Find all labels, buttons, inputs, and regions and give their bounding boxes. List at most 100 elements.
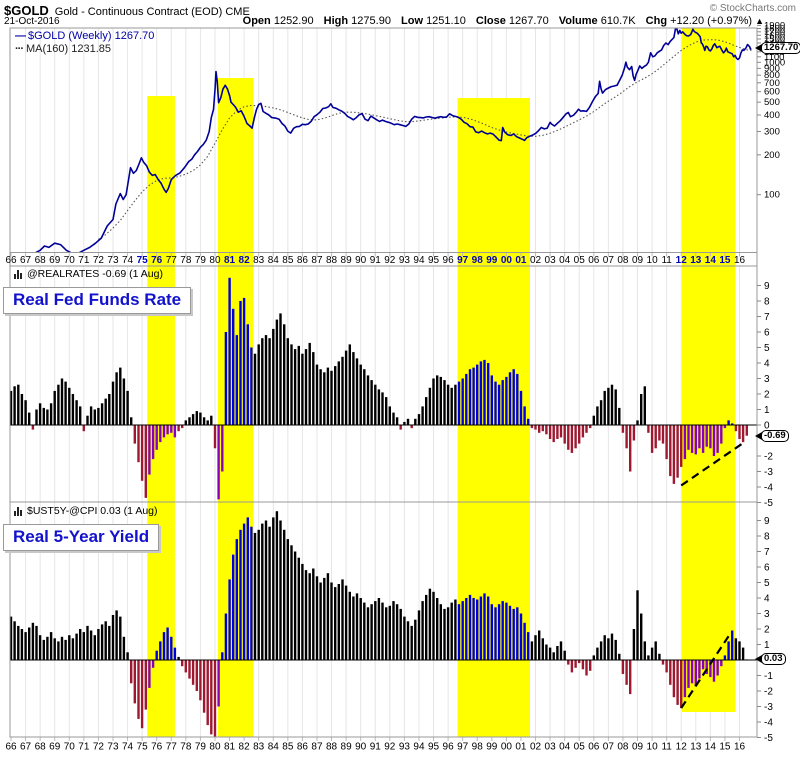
- svg-text:68: 68: [35, 255, 47, 266]
- left-arrow-icon: [755, 432, 762, 440]
- svg-text:800: 800: [764, 70, 780, 81]
- svg-text:89: 89: [341, 255, 353, 266]
- svg-text:1: 1: [764, 405, 770, 416]
- low-label: Low: [401, 15, 423, 27]
- svg-text:12: 12: [676, 255, 688, 266]
- realrates-ticker: @REALRATES -0.69 (1 Aug): [27, 268, 163, 280]
- open-label: Open: [242, 15, 271, 27]
- svg-text:75: 75: [137, 742, 149, 753]
- gold-legend-price-row: — $GOLD (Weekly) 1267.70: [15, 30, 154, 43]
- svg-text:91: 91: [370, 255, 382, 266]
- svg-text:2: 2: [764, 390, 770, 401]
- chart-header: $GOLD Gold - Continuous Contract (EOD) CM…: [4, 2, 250, 20]
- svg-text:70: 70: [64, 255, 76, 266]
- svg-text:13: 13: [690, 255, 702, 266]
- svg-text:85: 85: [282, 255, 294, 266]
- svg-text:76: 76: [151, 255, 163, 266]
- svg-text:67: 67: [20, 742, 32, 753]
- svg-text:81: 81: [224, 255, 236, 266]
- svg-text:87: 87: [311, 255, 323, 266]
- svg-text:06: 06: [588, 255, 600, 266]
- svg-text:70: 70: [64, 742, 76, 753]
- svg-text:82: 82: [239, 742, 251, 753]
- svg-text:94: 94: [413, 742, 425, 753]
- svg-text:66: 66: [5, 255, 17, 266]
- svg-text:4: 4: [764, 359, 770, 370]
- svg-text:07: 07: [603, 742, 615, 753]
- realrates-annotation: Real Fed Funds Rate: [3, 287, 192, 314]
- svg-text:71: 71: [78, 255, 90, 266]
- svg-text:93: 93: [399, 255, 411, 266]
- svg-text:5: 5: [764, 578, 770, 589]
- svg-text:700: 700: [764, 78, 780, 89]
- svg-text:08: 08: [617, 742, 629, 753]
- dotted-line-marker-icon: ···: [15, 43, 24, 55]
- svg-text:1500: 1500: [764, 34, 785, 45]
- low-value: 1251.10: [426, 15, 466, 27]
- svg-text:02: 02: [530, 255, 542, 266]
- svg-text:9: 9: [764, 281, 770, 292]
- up-arrow-icon: ▲: [755, 16, 764, 26]
- svg-text:84: 84: [268, 255, 280, 266]
- gold-legend-ma-row: ··· MA(160) 1231.85: [15, 43, 154, 56]
- svg-text:07: 07: [603, 255, 615, 266]
- svg-text:69: 69: [49, 742, 61, 753]
- svg-text:00: 00: [501, 255, 513, 266]
- svg-text:10: 10: [647, 742, 659, 753]
- svg-text:03: 03: [545, 742, 557, 753]
- high-value: 1275.90: [351, 15, 391, 27]
- svg-text:14: 14: [705, 255, 717, 266]
- svg-text:90: 90: [355, 742, 367, 753]
- svg-text:83: 83: [253, 742, 265, 753]
- svg-text:81: 81: [224, 742, 236, 753]
- histogram-icon: [14, 269, 23, 279]
- svg-text:93: 93: [399, 742, 411, 753]
- svg-text:12: 12: [676, 742, 688, 753]
- gold-last-price-bug: 1267.70: [755, 42, 800, 54]
- svg-text:-3: -3: [764, 702, 773, 713]
- svg-text:3: 3: [764, 374, 770, 385]
- svg-text:6: 6: [764, 563, 770, 574]
- svg-text:77: 77: [166, 742, 178, 753]
- close-value: 1267.70: [508, 15, 549, 27]
- svg-text:1000: 1000: [764, 57, 785, 68]
- gold-last-price: 1267.70: [764, 42, 799, 53]
- svg-text:80: 80: [209, 742, 221, 753]
- svg-text:87: 87: [311, 742, 323, 753]
- svg-text:8: 8: [764, 532, 770, 543]
- svg-text:3: 3: [764, 609, 770, 620]
- svg-text:96: 96: [443, 255, 455, 266]
- svg-text:-5: -5: [764, 733, 773, 744]
- svg-text:83: 83: [253, 255, 265, 266]
- left-arrow-icon: [755, 655, 762, 663]
- svg-text:86: 86: [297, 255, 309, 266]
- svg-text:95: 95: [428, 255, 440, 266]
- svg-text:69: 69: [49, 255, 61, 266]
- svg-text:09: 09: [632, 255, 644, 266]
- svg-text:-2: -2: [764, 452, 773, 463]
- svg-text:16: 16: [734, 742, 746, 753]
- svg-text:78: 78: [180, 742, 192, 753]
- svg-text:5: 5: [764, 343, 770, 354]
- svg-text:900: 900: [764, 63, 780, 74]
- svg-text:88: 88: [326, 255, 338, 266]
- svg-text:1900: 1900: [764, 20, 785, 31]
- svg-text:79: 79: [195, 255, 207, 266]
- svg-text:200: 200: [764, 150, 780, 161]
- svg-text:7: 7: [764, 547, 770, 558]
- svg-text:01: 01: [515, 255, 527, 266]
- svg-text:73: 73: [107, 255, 119, 266]
- ust5y-panel-header: $UST5Y-@CPI 0.03 (1 Aug): [14, 505, 158, 517]
- svg-text:15: 15: [719, 742, 731, 753]
- svg-text:-3: -3: [764, 467, 773, 478]
- svg-text:1700: 1700: [764, 27, 785, 38]
- svg-text:10: 10: [647, 255, 659, 266]
- svg-text:1100: 1100: [764, 52, 784, 63]
- svg-text:13: 13: [690, 742, 702, 753]
- symbol-label: $GOLD: [4, 3, 49, 18]
- svg-text:80: 80: [209, 255, 221, 266]
- svg-text:66: 66: [5, 742, 17, 753]
- svg-text:71: 71: [78, 742, 90, 753]
- volume-value: 610.7K: [600, 15, 636, 27]
- ust5y-last-value: 0.03: [764, 653, 783, 664]
